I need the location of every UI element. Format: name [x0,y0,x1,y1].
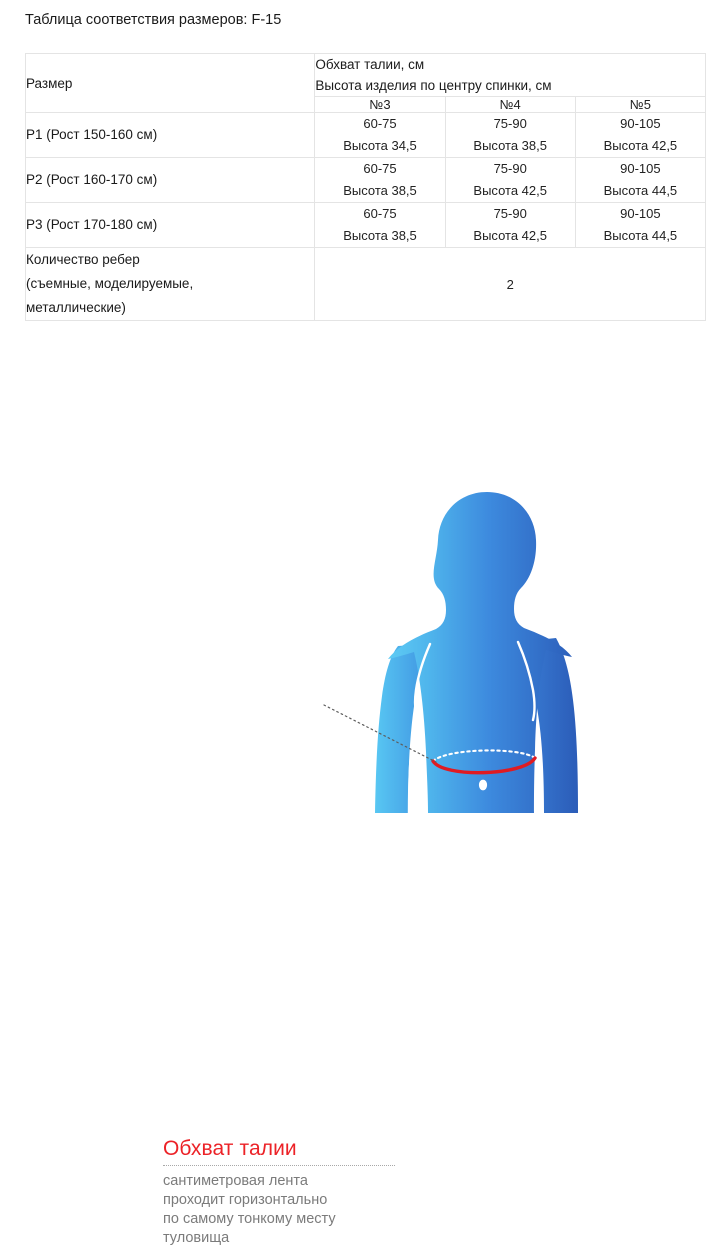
cell-height-value: Высота 44,5 [603,228,678,243]
cell-p2-n4: 75-90 Высота 42,5 [444,157,576,203]
callout-body-line3: по самому тонкому месту [163,1211,336,1227]
cell-p3-n3: 60-75 Высота 38,5 [314,202,446,248]
header-subcolumn-5: №5 [574,96,707,113]
page-title: Таблица соответствия размеров: F-15 [25,12,282,28]
navel-dot-icon [478,779,488,791]
cell-height-value: Высота 38,5 [473,138,547,153]
row-label-p3: P3 (Рост 170-180 см) [24,202,316,248]
callout-divider [163,1165,395,1166]
header-measurement-group: Обхват талии, см Высота изделия по центр… [314,53,706,97]
cell-p2-n3: 60-75 Высота 38,5 [314,157,446,203]
header-subcolumn-4: №4 [444,96,576,113]
cell-p1-n4: 75-90 Высота 38,5 [444,112,576,158]
cell-height-value: Высота 44,5 [603,183,678,198]
waist-tape-back-arc [431,749,537,763]
cell-waist-value: 90-105 [620,206,661,221]
cell-height-value: Высота 38,5 [343,228,417,243]
callout-body-line1: сантиметровая лента [163,1173,308,1189]
callout-body-line2: проходит горизонтально [163,1192,328,1208]
waist-tape-front-arc [431,756,537,775]
row-label-ribs-count: Количество ребер (съемные, моделируемые,… [24,247,316,321]
waist-callout: Обхват талии сантиметровая лента проходи… [163,1136,413,1248]
cell-height-value: Высота 42,5 [473,228,547,243]
table-row: P2 (Рост 160-170 см) 60-75 Высота 38,5 7… [24,157,707,203]
cell-p3-n4: 75-90 Высота 42,5 [444,202,576,248]
cell-waist-value: 75-90 [493,206,527,221]
ribs-label-line3: металлические) [26,300,126,315]
cell-waist-value: 60-75 [363,116,397,131]
cell-height-value: Высота 38,5 [343,183,417,198]
table-row-ribs: Количество ребер (съемные, моделируемые,… [24,247,706,321]
ribs-label-line2: (съемные, моделируемые, [26,276,194,291]
header-subcolumn-3: №3 [314,96,446,113]
cell-waist-value: 60-75 [363,206,397,221]
right-arm-separation-line [516,640,536,722]
header-waist-line: Обхват талии, см [315,57,425,72]
head-neck-torso-shape [388,492,572,813]
callout-heading: Обхват талии [163,1137,297,1160]
waist-measurement-illustration: Обхват талии сантиметровая лента проходи… [0,460,721,1246]
table-row: P1 (Рост 150-160 см) 60-75 Высота 34,5 7… [24,112,707,158]
cell-ribs-count-value: 2 [314,247,706,321]
header-size: Размер [24,53,316,113]
header-back-height-line: Высота изделия по центру спинки, см [315,78,552,93]
size-chart-table: Размер Обхват талии, см Высота изделия п… [24,53,707,321]
ribs-label-line1: Количество ребер [26,252,140,267]
cell-p1-n5: 90-105 Высота 42,5 [574,112,707,158]
callout-leader-line [323,704,437,763]
cell-waist-value: 60-75 [363,161,397,176]
cell-height-value: Высота 34,5 [343,138,417,153]
table-header-row-group: Размер Обхват талии, см Высота изделия п… [24,53,706,113]
cell-waist-value: 90-105 [620,116,661,131]
cell-p1-n3: 60-75 Высота 34,5 [314,112,446,158]
callout-body-line4: туловища [163,1230,230,1246]
left-arm-separation-line [407,642,432,813]
row-label-p1: P1 (Рост 150-160 см) [24,112,316,158]
cell-height-value: Высота 42,5 [603,138,678,153]
row-label-p2: P2 (Рост 160-170 см) [24,157,316,203]
callout-body: сантиметровая лента проходит горизонталь… [163,1172,413,1248]
cell-p3-n5: 90-105 Высота 44,5 [574,202,707,248]
female-torso-figure-icon [323,492,578,813]
cell-p2-n5: 90-105 Высота 44,5 [574,157,707,203]
cell-waist-value: 75-90 [493,161,527,176]
table-row: P3 (Рост 170-180 см) 60-75 Высота 38,5 7… [24,202,707,248]
cell-waist-value: 75-90 [493,116,527,131]
cell-waist-value: 90-105 [620,161,661,176]
cell-height-value: Высота 42,5 [473,183,547,198]
